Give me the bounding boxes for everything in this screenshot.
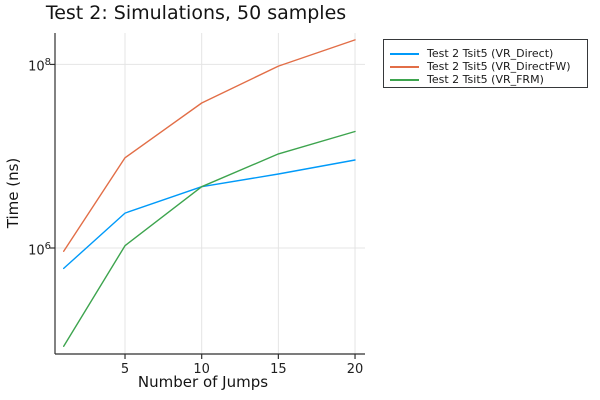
- legend-line-swatch-vr-directfw: [390, 65, 419, 68]
- x-axis-label: Number of Jumps: [137, 373, 269, 391]
- legend-label: Test 2 Tsit5 (VR_DirectFW): [427, 60, 571, 73]
- y-tick-label: 106: [28, 240, 51, 259]
- series-line-test-2-tsit5-vr-directfw-: [63, 39, 356, 253]
- legend-item-vr-frm: Test 2 Tsit5 (VR_FRM): [384, 73, 587, 86]
- legend-line-swatch-vr-frm: [390, 78, 419, 81]
- legend: Test 2 Tsit5 (VR_Direct) Test 2 Tsit5 (V…: [383, 39, 588, 88]
- legend-line-swatch-vr-direct: [390, 52, 419, 55]
- x-tick-label: 10: [193, 362, 210, 377]
- series-line-test-2-tsit5-vr-direct-: [63, 159, 356, 270]
- legend-item-vr-directfw: Test 2 Tsit5 (VR_DirectFW): [384, 60, 587, 73]
- legend-label: Test 2 Tsit5 (VR_Direct): [427, 47, 554, 60]
- y-tick-label: 108: [28, 57, 51, 75]
- series-line-test-2-tsit5-vr-frm-: [63, 130, 356, 347]
- legend-label: Test 2 Tsit5 (VR_FRM): [427, 73, 544, 86]
- x-tick-label: 5: [121, 362, 129, 377]
- legend-item-vr-direct: Test 2 Tsit5 (VR_Direct): [384, 47, 587, 60]
- x-tick-label: 20: [347, 362, 364, 377]
- chart-title: Test 2: Simulations, 50 samples: [45, 2, 347, 24]
- x-tick-label: 15: [270, 362, 287, 377]
